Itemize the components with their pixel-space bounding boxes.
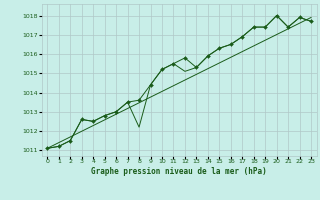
X-axis label: Graphe pression niveau de la mer (hPa): Graphe pression niveau de la mer (hPa) xyxy=(91,167,267,176)
